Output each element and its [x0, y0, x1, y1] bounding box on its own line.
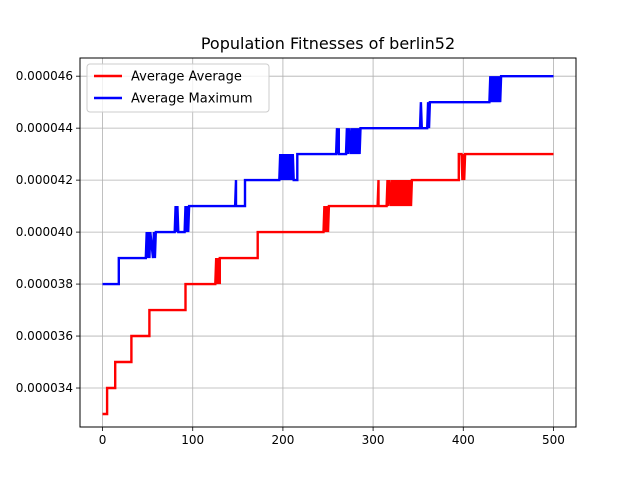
axes-frame — [79, 57, 577, 428]
x-tick-label: 500 — [542, 433, 565, 447]
series-line-average-average — [102, 152, 554, 416]
x-tick-label: 0 — [99, 433, 107, 447]
x-tick-label: 100 — [181, 433, 204, 447]
series-line-average-maximum — [102, 74, 554, 286]
x-tick-label: 300 — [362, 433, 385, 447]
y-tick-label: 0.000038 — [16, 277, 73, 291]
chart-title: Population Fitnesses of berlin52 — [201, 34, 455, 53]
axis-ticks: 0 100 200 300 400 500 0.000034 0.000036 0.000038… — [16, 69, 565, 447]
legend-box — [86, 63, 270, 113]
y-tick-label: 0.000046 — [16, 69, 73, 83]
y-tick-label: 0.000044 — [16, 121, 73, 135]
y-tick-label: 0.000040 — [16, 225, 73, 239]
plot-series — [102, 74, 554, 416]
y-tick-label: 0.000034 — [16, 381, 73, 395]
x-tick-label: 400 — [452, 433, 475, 447]
legend-label-average-average: Average Average — [131, 70, 242, 85]
y-tick-label: 0.000042 — [16, 173, 73, 187]
y-tick-label: 0.000036 — [16, 329, 73, 343]
x-tick-label: 200 — [271, 433, 294, 447]
legend-label-average-maximum: Average Maximum — [131, 92, 253, 107]
legend: Average Average Average Maximum — [86, 63, 270, 113]
